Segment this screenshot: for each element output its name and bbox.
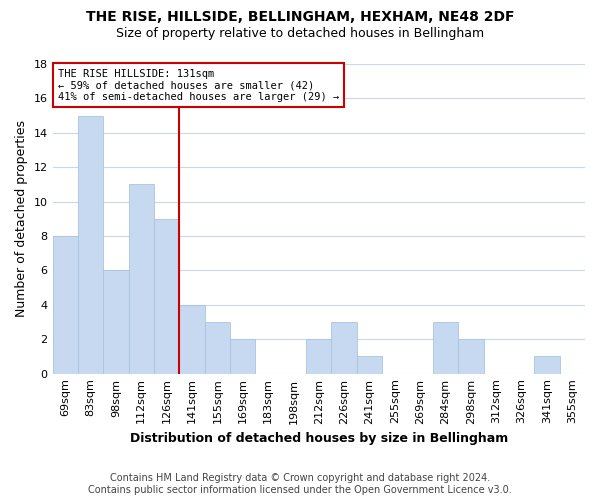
Text: Size of property relative to detached houses in Bellingham: Size of property relative to detached ho… — [116, 28, 484, 40]
Text: Contains HM Land Registry data © Crown copyright and database right 2024.
Contai: Contains HM Land Registry data © Crown c… — [88, 474, 512, 495]
X-axis label: Distribution of detached houses by size in Bellingham: Distribution of detached houses by size … — [130, 432, 508, 445]
Bar — [53, 236, 78, 374]
Y-axis label: Number of detached properties: Number of detached properties — [15, 120, 28, 318]
Bar — [306, 340, 331, 374]
Bar — [154, 219, 179, 374]
Bar — [534, 356, 560, 374]
Bar — [433, 322, 458, 374]
Bar — [230, 340, 256, 374]
Text: THE RISE, HILLSIDE, BELLINGHAM, HEXHAM, NE48 2DF: THE RISE, HILLSIDE, BELLINGHAM, HEXHAM, … — [86, 10, 514, 24]
Text: THE RISE HILLSIDE: 131sqm
← 59% of detached houses are smaller (42)
41% of semi-: THE RISE HILLSIDE: 131sqm ← 59% of detac… — [58, 68, 339, 102]
Bar — [357, 356, 382, 374]
Bar — [179, 305, 205, 374]
Bar — [128, 184, 154, 374]
Bar — [78, 116, 103, 374]
Bar — [458, 340, 484, 374]
Bar — [205, 322, 230, 374]
Bar — [103, 270, 128, 374]
Bar — [331, 322, 357, 374]
